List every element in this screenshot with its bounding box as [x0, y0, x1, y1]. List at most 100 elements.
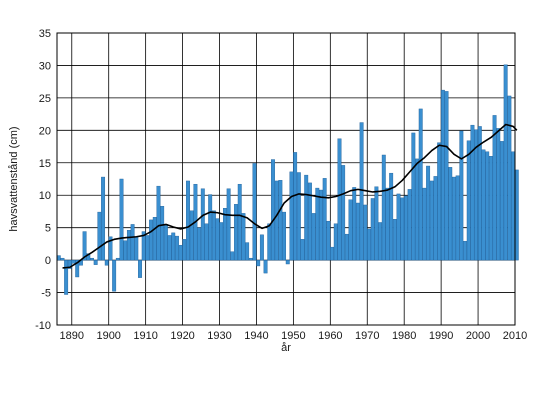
bar — [215, 218, 220, 261]
bar — [86, 253, 91, 261]
bar — [459, 130, 464, 261]
bar — [378, 222, 383, 261]
bar — [496, 128, 501, 261]
bar — [163, 224, 168, 261]
bar — [178, 244, 183, 261]
y-tick-label: 5 — [45, 223, 51, 235]
x-tick-label: 1920 — [170, 330, 194, 342]
bar — [444, 91, 449, 261]
bar — [455, 175, 460, 261]
bar — [348, 199, 353, 261]
bar — [488, 156, 493, 261]
x-tick-label: 1930 — [207, 330, 231, 342]
bar — [507, 95, 512, 261]
bar — [241, 213, 246, 261]
bar — [134, 236, 139, 261]
bar — [101, 176, 106, 261]
bar — [363, 204, 368, 261]
x-tick-label: 2010 — [503, 330, 527, 342]
bar — [319, 189, 323, 261]
bar — [282, 211, 287, 261]
x-tick-label: 1910 — [133, 330, 157, 342]
bar — [326, 220, 331, 261]
x-tick-label: 1900 — [96, 330, 120, 342]
bar — [108, 236, 113, 261]
bar — [174, 235, 179, 261]
bar — [418, 108, 423, 261]
bar — [293, 152, 298, 261]
bar — [400, 197, 405, 261]
bar — [152, 217, 157, 261]
x-tick-label: 1970 — [355, 330, 379, 342]
y-tick-label: 35 — [39, 28, 51, 40]
bar — [344, 233, 349, 261]
bar — [60, 257, 65, 261]
bar — [396, 193, 401, 261]
bar — [237, 183, 242, 261]
bar — [500, 141, 504, 261]
bar — [485, 151, 490, 261]
bar — [145, 235, 150, 261]
y-tick-label: 25 — [39, 93, 51, 105]
bar — [104, 259, 109, 266]
bar — [359, 122, 364, 261]
bar — [311, 213, 316, 261]
y-axis-ticks: -10 -5 0 5 10 15 20 25 30 35 — [35, 28, 51, 332]
trend-line — [62, 123, 518, 269]
trend-line-layer — [62, 123, 518, 269]
bar — [197, 227, 202, 261]
bar — [304, 174, 309, 261]
bar — [71, 259, 76, 264]
bar — [259, 234, 264, 261]
bar — [463, 241, 467, 261]
bar — [130, 224, 135, 261]
bar — [389, 172, 394, 261]
bar — [252, 163, 257, 261]
bar — [149, 219, 154, 261]
bar — [426, 165, 431, 261]
bar — [123, 240, 128, 261]
bar — [315, 187, 320, 261]
bar — [385, 187, 390, 261]
x-axis-ticks: 1890 1900 1910 1920 1930 1940 1950 1960 1970 1980… — [60, 330, 528, 342]
bar — [289, 171, 294, 261]
bar — [330, 246, 335, 261]
bar — [452, 176, 456, 261]
y-tick-label: 30 — [39, 60, 51, 72]
bar — [352, 187, 357, 261]
bar — [230, 251, 235, 261]
bar — [337, 138, 342, 261]
bar — [278, 180, 283, 261]
bar — [492, 115, 497, 261]
bar — [75, 259, 80, 278]
bar — [256, 259, 261, 267]
bar — [470, 124, 475, 261]
bar — [160, 206, 165, 261]
bar — [271, 159, 275, 261]
y-tick-label: -10 — [35, 320, 51, 332]
bar — [115, 257, 120, 261]
bar — [263, 259, 268, 274]
bar — [466, 140, 471, 261]
bar — [234, 204, 238, 261]
bar — [429, 180, 434, 261]
bar — [285, 259, 290, 265]
bar — [90, 257, 94, 261]
bar — [367, 228, 371, 261]
bar — [411, 132, 416, 261]
bar — [200, 188, 205, 261]
bar — [56, 255, 61, 261]
bar — [138, 259, 142, 278]
bar-series — [56, 64, 519, 295]
bar — [208, 194, 213, 261]
bar — [355, 202, 360, 261]
bar — [481, 149, 486, 261]
bar — [407, 189, 412, 261]
bar — [82, 231, 87, 261]
bar — [381, 154, 386, 261]
bar — [171, 232, 176, 261]
y-tick-label: -5 — [41, 288, 51, 300]
y-tick-label: 15 — [39, 158, 51, 170]
x-tick-label: 1890 — [60, 330, 84, 342]
